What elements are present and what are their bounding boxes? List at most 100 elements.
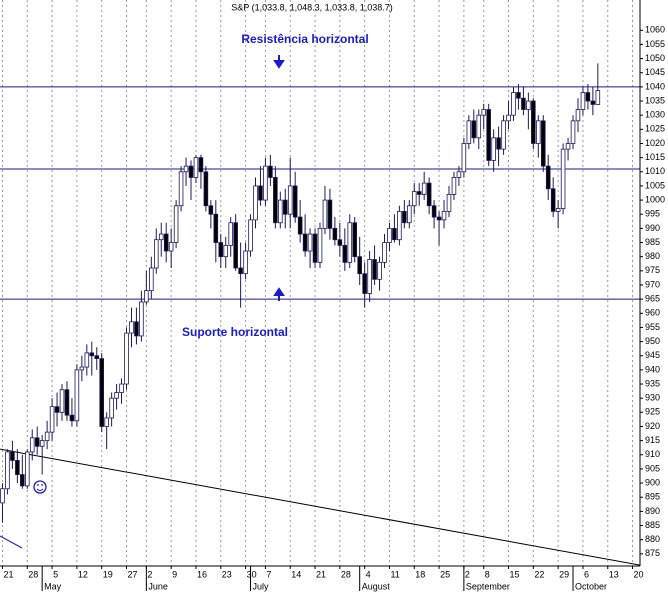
y-tick-label: 975: [645, 265, 660, 275]
x-tick-label: 13: [609, 569, 619, 579]
candle-body: [114, 392, 119, 399]
candle-body: [144, 290, 149, 303]
candle-body: [312, 233, 318, 263]
candle-body: [302, 233, 308, 252]
candle-body: [149, 267, 154, 292]
candle-body: [585, 92, 591, 102]
month-label: August: [362, 581, 391, 591]
candle-body: [575, 109, 581, 122]
x-tick-label: 9: [172, 569, 177, 579]
candle-body: [307, 233, 313, 252]
y-tick-label: 1030: [645, 110, 665, 120]
smiley: [33, 480, 47, 494]
y-tick-label: 1000: [645, 194, 665, 204]
y-tick-label: 880: [645, 534, 660, 544]
y-tick-label: 985: [645, 237, 660, 247]
candle-body: [421, 182, 427, 195]
y-tick-label: 1005: [645, 180, 665, 190]
y-tick-label: 1055: [645, 39, 665, 49]
candle-body: [486, 109, 491, 161]
y-tick-label: 990: [645, 223, 660, 233]
x-tick-label: 12: [78, 569, 88, 579]
arrow-up: [273, 287, 285, 301]
month-label: July: [253, 581, 270, 591]
candle-body: [15, 460, 20, 475]
candle-body: [49, 406, 55, 433]
candle-body: [555, 208, 561, 212]
y-tick-label: 955: [645, 322, 660, 332]
candle-body: [153, 239, 159, 269]
x-tick-label: 18: [415, 569, 425, 579]
candle-body: [521, 97, 526, 110]
candle-body: [536, 120, 541, 144]
x-tick-label: 20: [634, 569, 644, 579]
y-tick-label: 980: [645, 251, 660, 261]
candle-body: [54, 406, 60, 413]
y-tick-label: 960: [645, 308, 660, 318]
candle-body: [327, 199, 333, 229]
x-tick-label: 23: [222, 569, 232, 579]
candle-body: [163, 233, 169, 252]
candle-body: [506, 114, 511, 122]
x-tick-label: 21: [316, 569, 326, 579]
x-tick-label: 25: [440, 569, 450, 579]
arrow-down: [273, 55, 285, 69]
candle-body: [34, 437, 40, 447]
y-tick-label: 890: [645, 506, 660, 516]
x-tick-label: 28: [28, 569, 38, 579]
candle-body: [431, 205, 437, 218]
candle-body: [5, 451, 10, 490]
y-tick-label: 965: [645, 294, 660, 304]
candle-body: [545, 165, 551, 190]
x-tick-label: 7: [266, 569, 271, 579]
x-tick-label: 4: [366, 569, 371, 579]
x-tick-label: 28: [341, 569, 351, 579]
candle-body: [69, 414, 75, 422]
candle-body: [129, 321, 134, 334]
y-tick-label: 1040: [645, 81, 665, 91]
y-tick-label: 910: [645, 449, 660, 459]
x-tick-label: 11: [390, 569, 399, 579]
candle-body: [188, 165, 194, 178]
candle-body: [59, 389, 65, 413]
candle-body: [501, 120, 506, 150]
candle-body: [347, 222, 353, 263]
candle-body: [342, 244, 348, 263]
candle-body: [193, 157, 199, 178]
candle-body: [44, 431, 50, 442]
candle-body: [416, 191, 422, 195]
candle-body: [198, 157, 204, 173]
y-tick-label: 920: [645, 421, 660, 431]
candle-body: [104, 417, 109, 427]
candle-body: [84, 352, 90, 368]
candle-body: [565, 143, 571, 150]
candle-body: [436, 216, 442, 221]
y-tick-label: 970: [645, 279, 660, 289]
candle-body: [79, 366, 85, 371]
candle-body: [426, 182, 432, 207]
candle-body: [407, 205, 412, 224]
y-tick-label: 905: [645, 463, 660, 473]
month-label: May: [44, 581, 62, 591]
y-tick-label: 930: [645, 393, 660, 403]
candle-body: [203, 171, 209, 207]
candle-body: [491, 137, 496, 161]
candle-body: [481, 109, 487, 116]
y-tick-label: 1035: [645, 95, 665, 105]
y-tick-label: 1020: [645, 138, 665, 148]
x-tick-label: 30: [247, 569, 257, 579]
candle-body: [20, 474, 25, 487]
candle-body: [10, 451, 15, 461]
candle-body: [178, 171, 184, 207]
candle-body: [411, 191, 417, 207]
candle-body: [278, 199, 283, 224]
candle-body: [292, 185, 298, 218]
candle-body: [476, 114, 482, 139]
candle-body: [446, 194, 452, 212]
y-tick-label: 940: [645, 364, 660, 374]
y-tick-label: 875: [645, 548, 660, 558]
candle-body: [64, 389, 70, 416]
candle-body: [89, 352, 95, 357]
candle-body: [168, 242, 174, 252]
x-tick-label: 2: [465, 569, 470, 579]
